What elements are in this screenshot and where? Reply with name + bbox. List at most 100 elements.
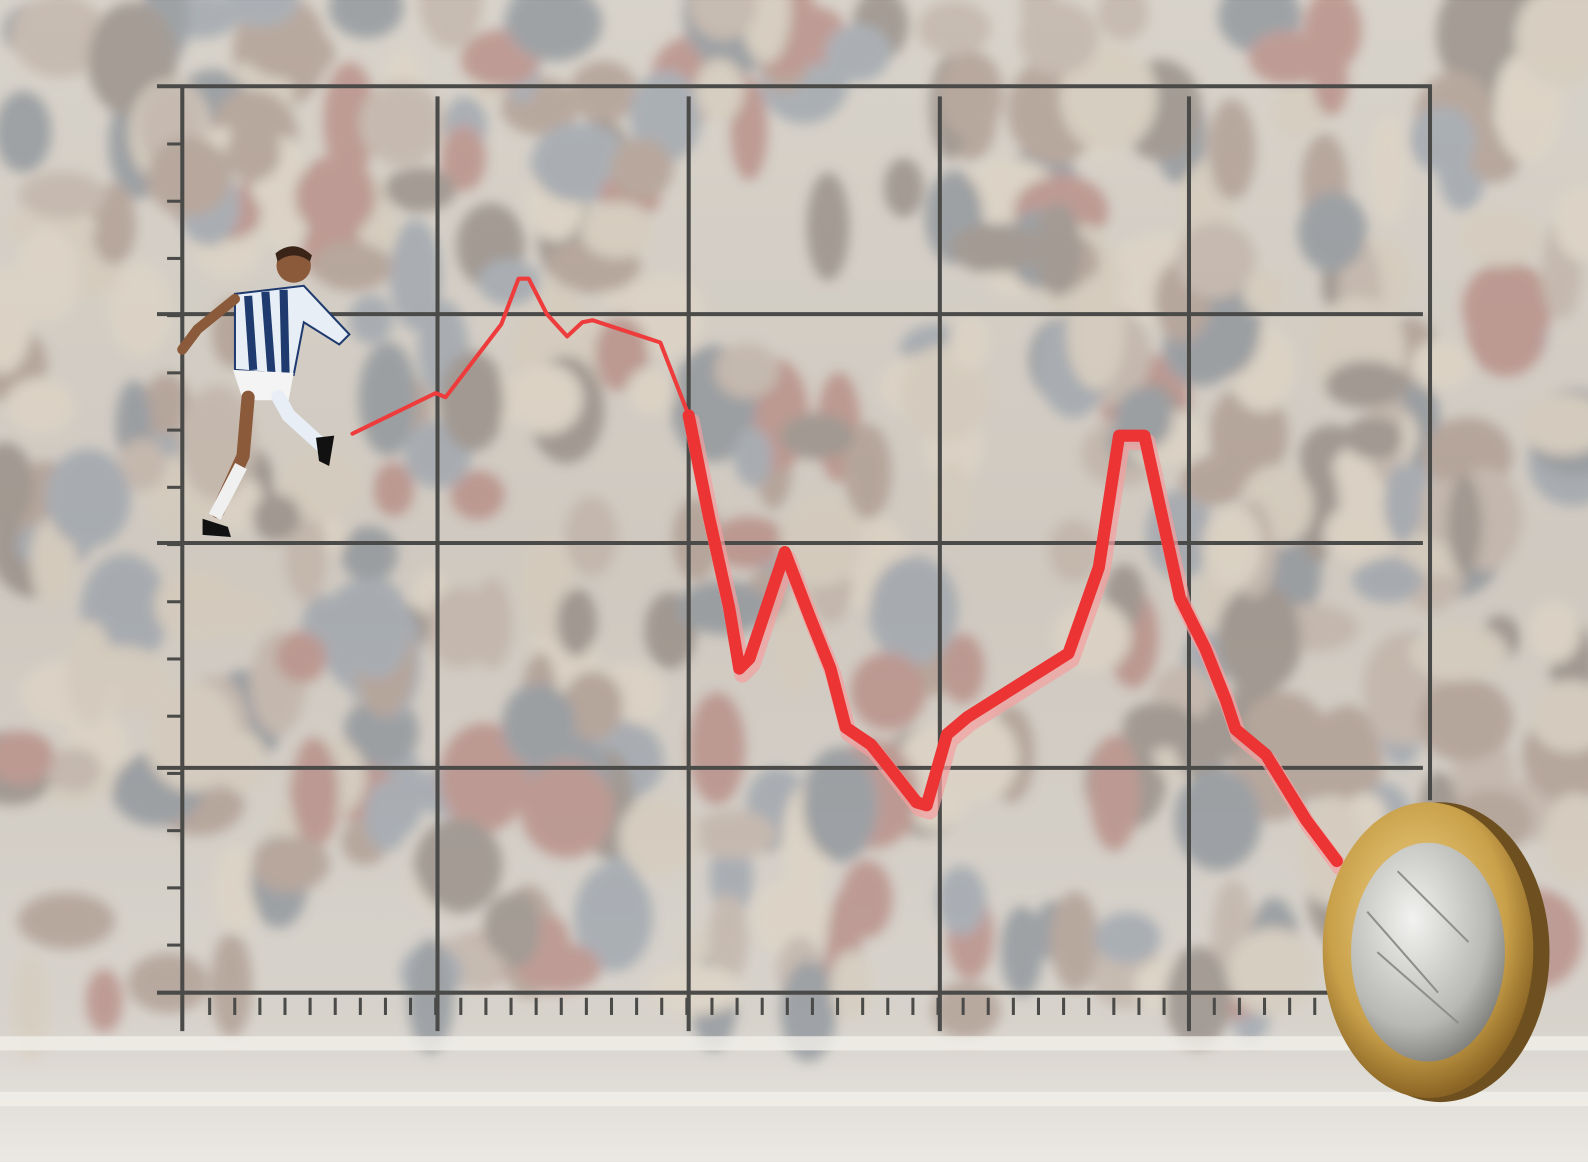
crowd-blob	[251, 492, 303, 542]
crowd-blob	[1466, 291, 1546, 377]
crowd-blob	[690, 0, 758, 39]
trend-line-thin	[350, 276, 691, 436]
crowd-blob	[716, 343, 778, 398]
crowd-blob	[646, 965, 742, 1013]
crowd-blob	[825, 25, 891, 82]
crowd-blob	[1543, 793, 1588, 886]
crowd-blob	[520, 761, 613, 858]
crowd-blob	[438, 350, 506, 452]
crowd-blob	[555, 587, 598, 658]
crowd-blob	[127, 953, 210, 1013]
crowd-blob	[1458, 208, 1543, 265]
crowd-blob	[245, 25, 336, 80]
crowd-blob	[1067, 277, 1125, 389]
crowd-blob	[1528, 599, 1580, 662]
crowd-blob	[514, 941, 602, 993]
crowd-blob	[569, 60, 638, 123]
crowd-blob	[0, 91, 52, 173]
crowd-blob	[441, 125, 487, 192]
coin-engraving	[1366, 870, 1470, 1024]
crowd-blob	[1303, 0, 1362, 72]
crowd-blob	[360, 80, 444, 167]
crowd-blob	[293, 156, 378, 238]
trend-line	[350, 276, 1348, 876]
crowd-blob	[564, 496, 618, 577]
crowd-blob	[1033, 201, 1083, 298]
crowd-blob	[407, 938, 454, 1054]
crowd-blob	[450, 470, 505, 520]
crowd-blob	[11, 955, 50, 1059]
crowd-blob	[373, 462, 415, 517]
crowd-blob	[1048, 519, 1100, 583]
crowd-blob	[478, 260, 541, 306]
crowd-blob	[341, 577, 411, 679]
crowd-blob	[341, 526, 398, 583]
crowd-blob	[501, 682, 577, 768]
ticks	[167, 142, 1317, 1015]
crowd-blob	[1382, 462, 1423, 544]
crowd-blob	[1122, 701, 1197, 750]
crowd-blob	[1409, 106, 1476, 174]
crowd-blob	[574, 863, 653, 972]
crowd-blob	[312, 241, 393, 292]
crowd-blob	[323, 62, 377, 179]
crowd-blob	[1446, 473, 1484, 576]
crowd-blob	[950, 222, 1040, 274]
crowd-blob	[225, 121, 282, 183]
player-hair	[275, 246, 312, 262]
player-boot	[315, 435, 335, 467]
crowd-blob	[1269, 87, 1325, 138]
crowd-blob	[610, 138, 674, 199]
crowd-blob	[250, 835, 330, 892]
crowd-blob	[931, 981, 1001, 1040]
crowd-blob	[806, 172, 850, 281]
crowd-blob	[118, 440, 167, 491]
crowd-blob	[358, 341, 418, 456]
crowd-blob	[620, 797, 700, 878]
crowd-blob	[210, 932, 253, 1038]
crowd-blob	[1344, 415, 1405, 461]
crowd-blob	[868, 555, 958, 665]
crowd-blob	[17, 892, 115, 950]
crowd-blob	[18, 171, 106, 220]
crowd-blob	[1521, 394, 1588, 454]
crowd-blob	[696, 60, 743, 121]
crowd-blob	[850, 652, 926, 731]
crowd-blob	[899, 346, 992, 443]
crowd-blob	[1297, 191, 1368, 273]
crowd-blob	[85, 969, 123, 1033]
crowd-blob	[1203, 506, 1261, 589]
crowd-blob	[941, 633, 985, 704]
player-boot	[202, 518, 231, 537]
crowd-blob	[214, 846, 259, 934]
coin-center	[1351, 842, 1505, 1062]
crowd-blob	[208, 735, 257, 785]
grid	[156, 84, 1433, 1032]
crowd-blob	[11, 0, 108, 78]
crowd-blob	[844, 423, 892, 521]
crowd-blob	[348, 295, 394, 344]
trend-line-thick	[682, 409, 1343, 868]
crowd-blob	[1097, 0, 1149, 41]
crowd-blob	[936, 865, 987, 935]
crowd-blob	[418, 0, 483, 49]
crowd-blob	[224, 0, 299, 27]
crowd-blob	[328, 0, 404, 39]
crowd-blob	[1089, 735, 1139, 852]
crowd-blob	[1094, 912, 1161, 965]
crowd-blob	[389, 219, 442, 331]
crowd-blob	[781, 493, 864, 586]
crowd-blob	[688, 692, 746, 805]
crowd-blob	[530, 123, 628, 204]
crowd-blob	[108, 262, 172, 357]
crowd-blob	[47, 747, 102, 794]
crowd-blob	[561, 670, 624, 741]
crowd-blob	[439, 723, 529, 833]
crowd-blob	[581, 202, 654, 258]
crowd-blob	[1323, 359, 1410, 409]
crowd-blob	[949, 315, 989, 370]
crowd-blob	[15, 228, 80, 323]
crowd-blob	[691, 810, 776, 859]
